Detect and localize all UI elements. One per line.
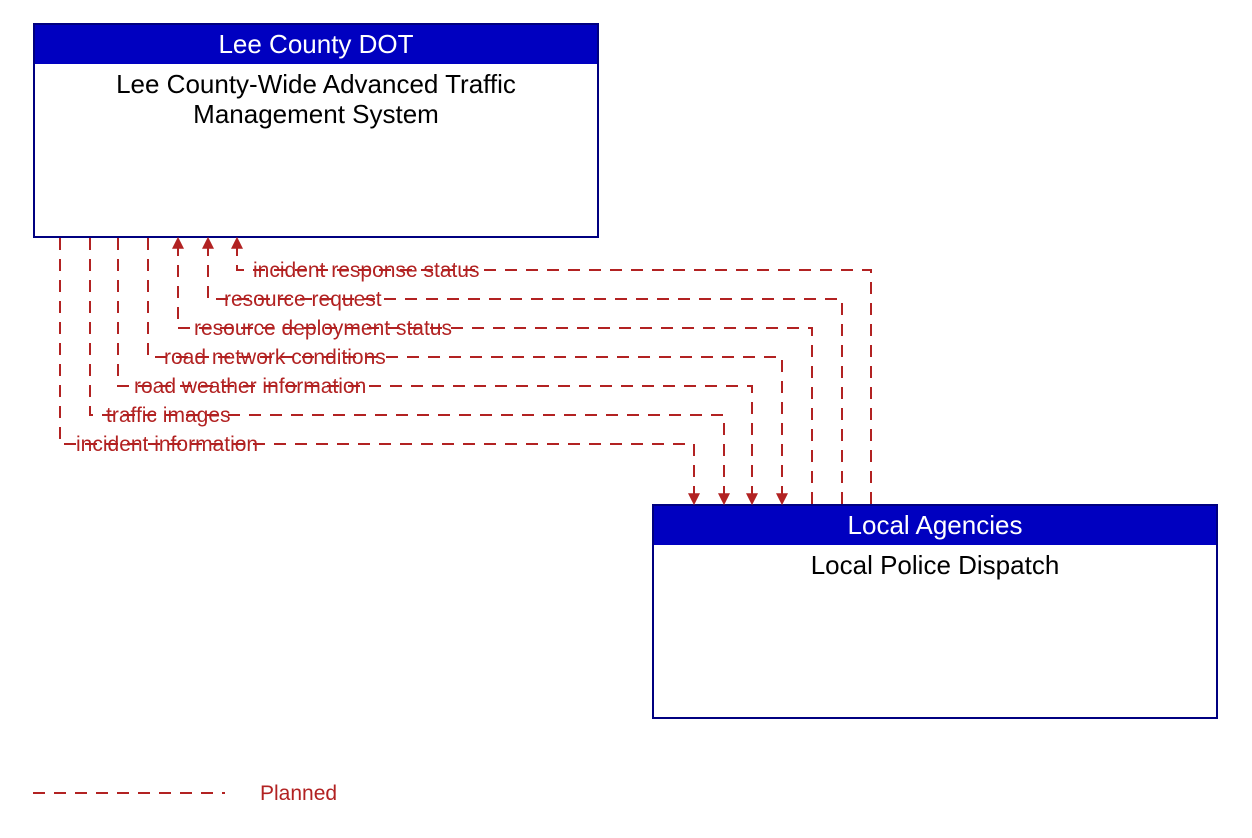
node-header: Lee County DOT: [35, 25, 597, 64]
flow-label: resource deployment status: [194, 317, 452, 341]
flow-label: road weather information: [134, 375, 366, 399]
flow-label: incident information: [76, 433, 258, 457]
node-body: Local Police Dispatch: [654, 545, 1216, 581]
legend-label: Planned: [260, 782, 337, 806]
flow-label: traffic images: [106, 404, 231, 428]
node-body: Lee County-Wide Advanced Traffic Managem…: [35, 64, 597, 130]
flow-label: resource request: [224, 288, 382, 312]
node-lee-county-dot: Lee County DOT Lee County-Wide Advanced …: [33, 23, 599, 238]
flow-label: incident response status: [253, 259, 479, 283]
node-local-agencies: Local Agencies Local Police Dispatch: [652, 504, 1218, 719]
node-header: Local Agencies: [654, 506, 1216, 545]
flow-label: road network conditions: [164, 346, 386, 370]
